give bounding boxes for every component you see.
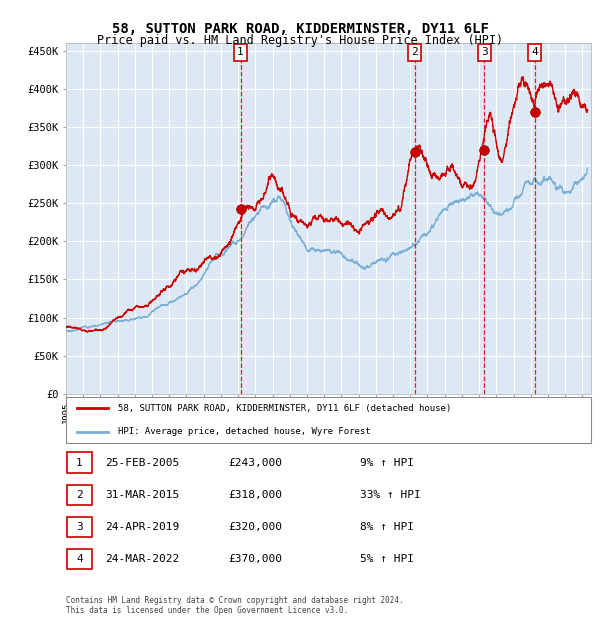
Text: 8% ↑ HPI: 8% ↑ HPI [360, 522, 414, 532]
FancyBboxPatch shape [67, 517, 92, 537]
Text: HPI: Average price, detached house, Wyre Forest: HPI: Average price, detached house, Wyre… [119, 427, 371, 436]
Text: 2: 2 [411, 47, 418, 57]
Text: 4: 4 [76, 554, 83, 564]
FancyBboxPatch shape [67, 485, 92, 505]
Text: 24-MAR-2022: 24-MAR-2022 [105, 554, 179, 564]
Text: Price paid vs. HM Land Registry's House Price Index (HPI): Price paid vs. HM Land Registry's House … [97, 34, 503, 47]
FancyBboxPatch shape [67, 453, 92, 472]
Text: £320,000: £320,000 [228, 522, 282, 532]
Text: £243,000: £243,000 [228, 458, 282, 467]
Text: 4: 4 [532, 47, 538, 57]
Text: 58, SUTTON PARK ROAD, KIDDERMINSTER, DY11 6LF (detached house): 58, SUTTON PARK ROAD, KIDDERMINSTER, DY1… [119, 404, 452, 413]
Text: 58, SUTTON PARK ROAD, KIDDERMINSTER, DY11 6LF: 58, SUTTON PARK ROAD, KIDDERMINSTER, DY1… [112, 22, 488, 36]
FancyBboxPatch shape [66, 397, 591, 443]
Text: 33% ↑ HPI: 33% ↑ HPI [360, 490, 421, 500]
Text: Contains HM Land Registry data © Crown copyright and database right 2024.
This d: Contains HM Land Registry data © Crown c… [66, 596, 404, 615]
Text: 5% ↑ HPI: 5% ↑ HPI [360, 554, 414, 564]
Text: 9% ↑ HPI: 9% ↑ HPI [360, 458, 414, 467]
FancyBboxPatch shape [67, 549, 92, 569]
Text: 1: 1 [76, 458, 83, 467]
Text: 25-FEB-2005: 25-FEB-2005 [105, 458, 179, 467]
Text: 1: 1 [237, 47, 244, 57]
Text: £318,000: £318,000 [228, 490, 282, 500]
Text: 2: 2 [76, 490, 83, 500]
Text: £370,000: £370,000 [228, 554, 282, 564]
Text: 3: 3 [481, 47, 488, 57]
Text: 24-APR-2019: 24-APR-2019 [105, 522, 179, 532]
Text: 3: 3 [76, 522, 83, 532]
Text: 31-MAR-2015: 31-MAR-2015 [105, 490, 179, 500]
